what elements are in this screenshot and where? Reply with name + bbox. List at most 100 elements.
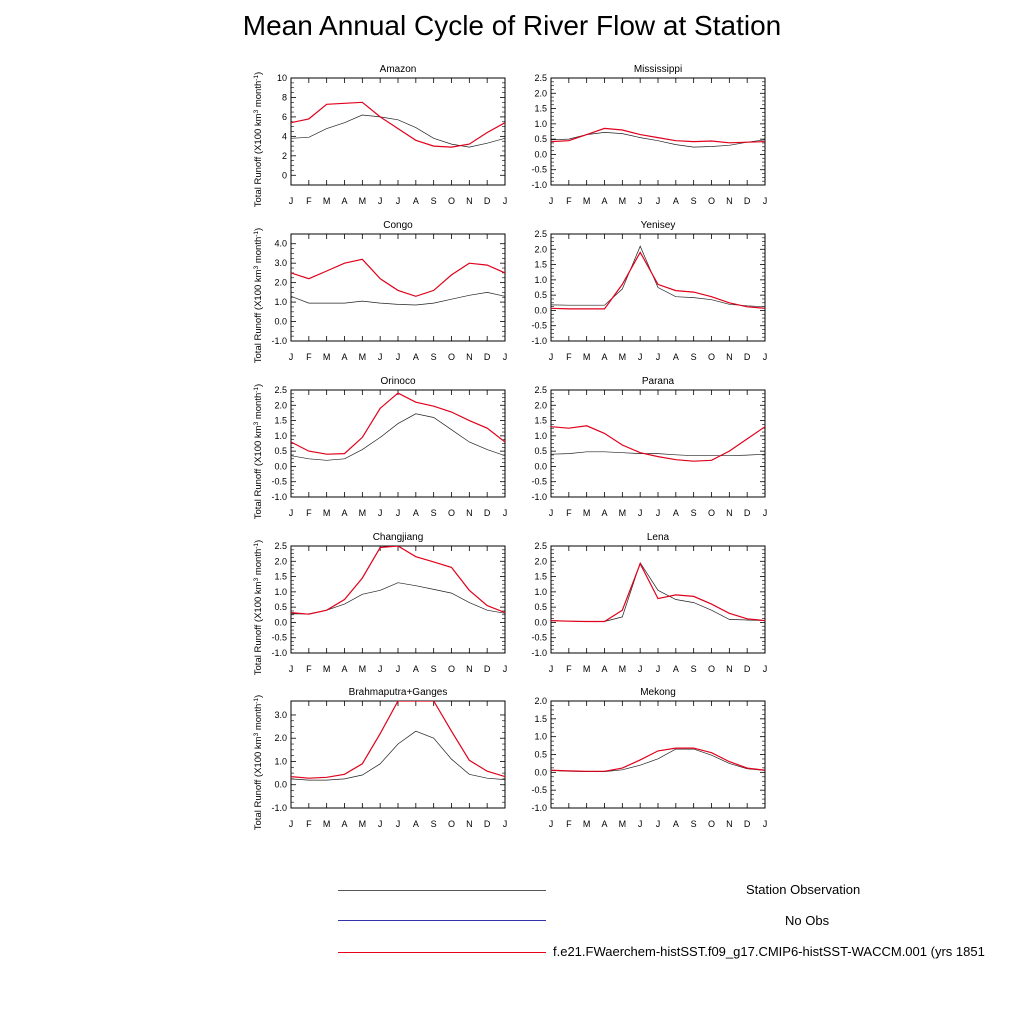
- xtick-label: M: [323, 196, 331, 206]
- ytick-label: 0.0: [274, 461, 287, 471]
- xtick-label: S: [691, 352, 697, 362]
- ytick-label: 2.5: [274, 541, 287, 551]
- xtick-label: M: [583, 352, 591, 362]
- xtick-label: S: [431, 508, 437, 518]
- xtick-label: N: [466, 352, 473, 362]
- xtick-label: M: [359, 664, 367, 674]
- ytick-label: -1.0: [271, 492, 287, 502]
- xtick-label: O: [708, 664, 715, 674]
- series-model-orinoco: [291, 392, 505, 455]
- panel-frame-mekong: [550, 700, 766, 809]
- ytick-label: 1.5: [534, 104, 547, 114]
- xtick-label: A: [341, 508, 347, 518]
- panel-title-congo: Congo: [383, 220, 413, 231]
- ytick-label: -0.5: [531, 321, 547, 331]
- xtick-label: M: [619, 352, 627, 362]
- ytick-label: 1.0: [274, 587, 287, 597]
- series-obs-orinoco: [291, 413, 505, 461]
- ytick-label: 4.0: [274, 239, 287, 249]
- xtick-label: F: [306, 196, 312, 206]
- ytick-label: 1.0: [534, 732, 547, 742]
- panel-frame-mississippi: [550, 77, 766, 186]
- ytick-label: 2.5: [274, 385, 287, 395]
- ytick-label: 0.5: [534, 602, 547, 612]
- ytick-label: 1.5: [534, 572, 547, 582]
- xtick-label: M: [323, 664, 331, 674]
- panel-title-parana: Parana: [642, 376, 675, 387]
- y-axis-label: Total Runoff (X100 km3 month-1): [253, 72, 264, 207]
- ytick-label: 0.0: [534, 149, 547, 159]
- series-obs-lena: [551, 561, 765, 622]
- ytick-label: 1.5: [274, 572, 287, 582]
- xtick-label: J: [656, 196, 661, 206]
- panel-frame-changjiang: [290, 545, 506, 654]
- series-model-mississippi: [551, 127, 765, 144]
- xtick-label: J: [549, 352, 554, 362]
- ytick-label: -1.0: [531, 492, 547, 502]
- ytick-label: -1.0: [531, 803, 547, 813]
- xtick-label: O: [448, 819, 455, 829]
- xtick-label: A: [673, 819, 679, 829]
- ytick-label: 2.0: [274, 278, 287, 288]
- ytick-label: 0.5: [274, 602, 287, 612]
- xtick-label: A: [673, 508, 679, 518]
- panel-title-orinoco: Orinoco: [380, 376, 415, 387]
- ytick-label: 1.0: [534, 587, 547, 597]
- panel-frame-brahmaputra-ganges: [290, 700, 506, 809]
- xtick-label: J: [638, 819, 643, 829]
- xtick-label: S: [691, 664, 697, 674]
- xtick-label: S: [431, 664, 437, 674]
- ytick-label: 0.5: [274, 446, 287, 456]
- ytick-label: 0.0: [274, 617, 287, 627]
- xtick-label: A: [601, 196, 607, 206]
- series-model-amazon: [291, 101, 505, 148]
- xtick-label: J: [656, 819, 661, 829]
- series-obs-amazon: [291, 114, 505, 148]
- ytick-label: 1.5: [534, 416, 547, 426]
- ytick-label: 10: [277, 73, 287, 83]
- xtick-label: A: [673, 196, 679, 206]
- ytick-label: -0.5: [271, 477, 287, 487]
- series-obs-congo: [291, 292, 505, 306]
- xtick-label: M: [619, 819, 627, 829]
- xtick-label: F: [566, 508, 572, 518]
- xtick-label: J: [378, 508, 383, 518]
- xtick-label: J: [378, 352, 383, 362]
- xtick-label: D: [744, 352, 751, 362]
- y-axis-label: Total Runoff (X100 km3 month-1): [253, 384, 264, 519]
- xtick-label: D: [744, 664, 751, 674]
- xtick-label: J: [396, 352, 401, 362]
- series-obs-changjiang: [291, 582, 505, 615]
- xtick-label: D: [484, 664, 491, 674]
- xtick-label: D: [744, 196, 751, 206]
- xtick-label: J: [763, 196, 768, 206]
- xtick-label: N: [466, 819, 473, 829]
- ytick-label: -0.5: [531, 785, 547, 795]
- xtick-label: J: [638, 664, 643, 674]
- xtick-label: A: [341, 196, 347, 206]
- ytick-label: -0.5: [531, 477, 547, 487]
- series-model-yenisey: [551, 251, 765, 310]
- y-axis-label: Total Runoff (X100 km3 month-1): [253, 695, 264, 830]
- panel-title-lena: Lena: [647, 532, 670, 543]
- xtick-label: O: [708, 196, 715, 206]
- legend-label-obs: Station Observation: [746, 882, 861, 897]
- series-obs-brahmaputra-ganges: [291, 730, 505, 781]
- xtick-label: F: [306, 819, 312, 829]
- xtick-label: A: [413, 352, 419, 362]
- xtick-label: J: [503, 352, 508, 362]
- xtick-label: A: [601, 819, 607, 829]
- series-model-mekong: [551, 747, 765, 772]
- xtick-label: M: [359, 508, 367, 518]
- xtick-label: F: [306, 508, 312, 518]
- ytick-label: 2.0: [274, 400, 287, 410]
- ytick-label: 2: [282, 151, 287, 161]
- xtick-label: F: [306, 664, 312, 674]
- ytick-label: 2.5: [534, 385, 547, 395]
- xtick-label: J: [763, 664, 768, 674]
- ytick-label: 2.0: [534, 244, 547, 254]
- xtick-label: O: [448, 196, 455, 206]
- series-model-congo: [291, 258, 505, 297]
- ytick-label: 8: [282, 92, 287, 102]
